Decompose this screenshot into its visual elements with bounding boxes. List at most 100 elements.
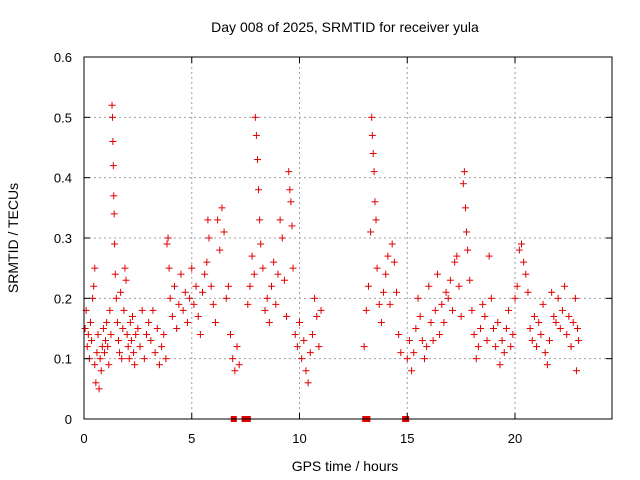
data-point [88, 337, 96, 345]
data-point [209, 300, 217, 308]
data-point [530, 312, 538, 320]
data-point [186, 294, 194, 302]
data-point [102, 337, 110, 345]
data-point [280, 276, 288, 284]
data-point [162, 355, 170, 363]
data-point [565, 312, 573, 320]
x-tick-label: 0 [80, 431, 87, 446]
data-point [134, 325, 142, 332]
data-point [205, 234, 213, 242]
data-point [211, 318, 219, 326]
data-point [138, 306, 146, 314]
data-point [373, 264, 381, 272]
y-axis-label: SRMTID / TECUs [5, 183, 21, 293]
data-point [369, 150, 377, 158]
data-point [86, 318, 94, 326]
y-tick-label: 0.2 [54, 291, 72, 306]
data-point [246, 282, 254, 290]
y-tick-label: 0.4 [54, 171, 72, 186]
data-point [461, 204, 469, 212]
data-point [455, 282, 463, 290]
data-point [117, 288, 125, 296]
data-point [149, 306, 157, 314]
plot-frame [83, 56, 613, 420]
data-point [550, 312, 558, 320]
data-point [121, 264, 129, 272]
data-point [470, 331, 478, 339]
data-point [429, 337, 437, 345]
data-point [165, 264, 173, 272]
data-point [259, 264, 267, 272]
data-point [155, 361, 163, 369]
data-point [502, 325, 510, 332]
grid-layer [84, 57, 612, 419]
data-point [537, 331, 545, 339]
data-point [257, 240, 265, 248]
data-point [526, 325, 534, 332]
data-point [105, 361, 113, 369]
data-point [466, 276, 474, 284]
data-point [286, 186, 294, 194]
data-point [477, 325, 485, 332]
data-point [256, 216, 264, 224]
data-point [296, 318, 304, 326]
data-point [517, 240, 525, 248]
data-point [114, 337, 122, 345]
y-tick-label: 0.1 [54, 352, 72, 367]
data-point [96, 355, 104, 363]
data-point [460, 168, 468, 176]
data-point [459, 180, 467, 188]
data-point [120, 306, 128, 314]
data-point [485, 252, 493, 260]
data-point [380, 288, 388, 296]
data-point [509, 331, 517, 339]
data-point [231, 367, 239, 375]
data-point [252, 131, 260, 139]
data-point [468, 306, 476, 314]
data-point [440, 318, 448, 326]
data-point [270, 258, 278, 266]
data-point [522, 270, 530, 278]
data-point [487, 294, 495, 302]
data-point [107, 331, 115, 339]
data-point [201, 270, 209, 278]
data-point [543, 361, 551, 369]
data-point [410, 349, 418, 357]
data-point [505, 306, 513, 314]
data-point [397, 349, 405, 357]
data-point [433, 270, 441, 278]
data-point [408, 367, 416, 375]
data-point [298, 355, 306, 363]
data-point [463, 228, 471, 236]
data-point [541, 349, 549, 357]
data-point [218, 204, 226, 212]
data-point [479, 300, 487, 308]
data-point [160, 331, 168, 339]
data-point [528, 337, 536, 345]
data-point [229, 355, 237, 363]
data-point [97, 367, 105, 375]
data-point [128, 312, 136, 320]
data-point [283, 312, 291, 320]
data-point [520, 258, 528, 266]
data-point [278, 234, 286, 242]
data-point [575, 337, 583, 345]
data-point [382, 270, 390, 278]
data-point [524, 288, 532, 296]
data-point [204, 216, 212, 224]
data-point [453, 252, 461, 260]
data-point [179, 306, 187, 314]
data-point [472, 355, 480, 363]
data-point [122, 276, 130, 284]
data-point [227, 331, 235, 339]
data-point [287, 198, 295, 206]
data-point [99, 325, 107, 332]
data-point [535, 318, 543, 326]
data-point [188, 264, 196, 272]
data-point [372, 216, 380, 224]
data-point [124, 343, 132, 351]
data-point [110, 210, 118, 218]
x-tick-label: 10 [292, 431, 306, 446]
data-point [171, 282, 179, 290]
data-point [106, 306, 114, 314]
